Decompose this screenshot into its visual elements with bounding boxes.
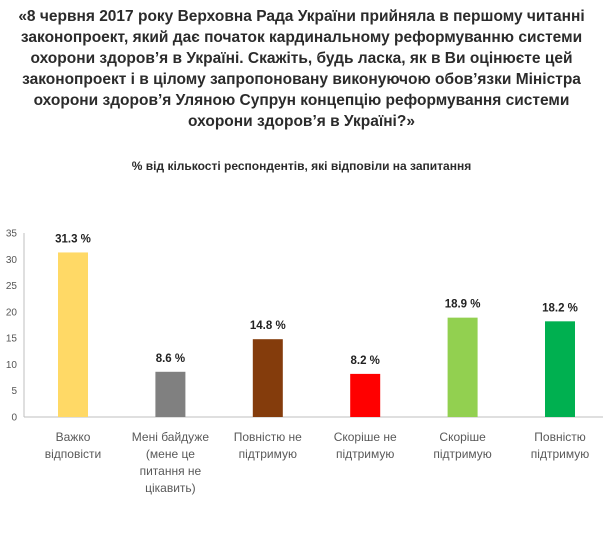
- y-tick-label: 10: [6, 360, 18, 371]
- category-label: Скоріше не: [334, 430, 397, 444]
- category-label: відповісти: [45, 447, 101, 461]
- y-tick-label: 35: [6, 229, 18, 240]
- y-tick-label: 0: [11, 413, 17, 424]
- category-label: підтримую: [531, 447, 589, 461]
- data-label: 18.9 %: [445, 299, 481, 311]
- category-label: Важко: [56, 430, 91, 444]
- y-tick-labels: 0 5 10 15 20 25 30 35: [6, 229, 18, 424]
- bar: [350, 373, 381, 417]
- chart-subtitle: % від кількості респондентів, які відпов…: [131, 159, 472, 173]
- bar: [58, 252, 88, 417]
- category-label: Повністю: [534, 430, 585, 444]
- bar: [252, 339, 283, 417]
- data-labels: 31.3 % 8.6 % 14.8 % 8.2 % 18.9 % 18.2 %: [55, 233, 578, 366]
- data-label: 18.2 %: [542, 302, 578, 314]
- y-tick-label: 5: [11, 386, 17, 397]
- bar: [447, 317, 478, 417]
- chart-title: «8 червня 2017 року Верховна Рада Україн…: [18, 8, 585, 130]
- bar: [155, 371, 186, 417]
- category-label: Повністю не: [234, 430, 302, 444]
- category-label: підтримую: [336, 447, 394, 461]
- data-label: 8.2 %: [350, 355, 379, 367]
- bar-series: [58, 252, 575, 417]
- data-label: 14.8 %: [250, 320, 286, 332]
- data-label: 31.3 %: [55, 233, 91, 245]
- category-label: (мене це: [146, 447, 195, 461]
- category-label: цікавить): [145, 481, 196, 495]
- category-label: підтримую: [239, 447, 297, 461]
- category-labels: Важко відповісти Мені байдуже (мене це питан…: [45, 430, 589, 495]
- y-tick-label: 15: [6, 334, 18, 345]
- y-tick-label: 25: [6, 281, 18, 292]
- category-label: питання не: [140, 464, 202, 478]
- data-label: 8.6 %: [156, 353, 185, 365]
- bar: [545, 321, 575, 417]
- category-label: Скоріше: [439, 430, 486, 444]
- category-label: підтримую: [433, 447, 491, 461]
- y-tick-label: 30: [6, 255, 18, 266]
- y-tick-label: 20: [6, 307, 18, 318]
- category-label: Мені байдуже: [132, 430, 210, 444]
